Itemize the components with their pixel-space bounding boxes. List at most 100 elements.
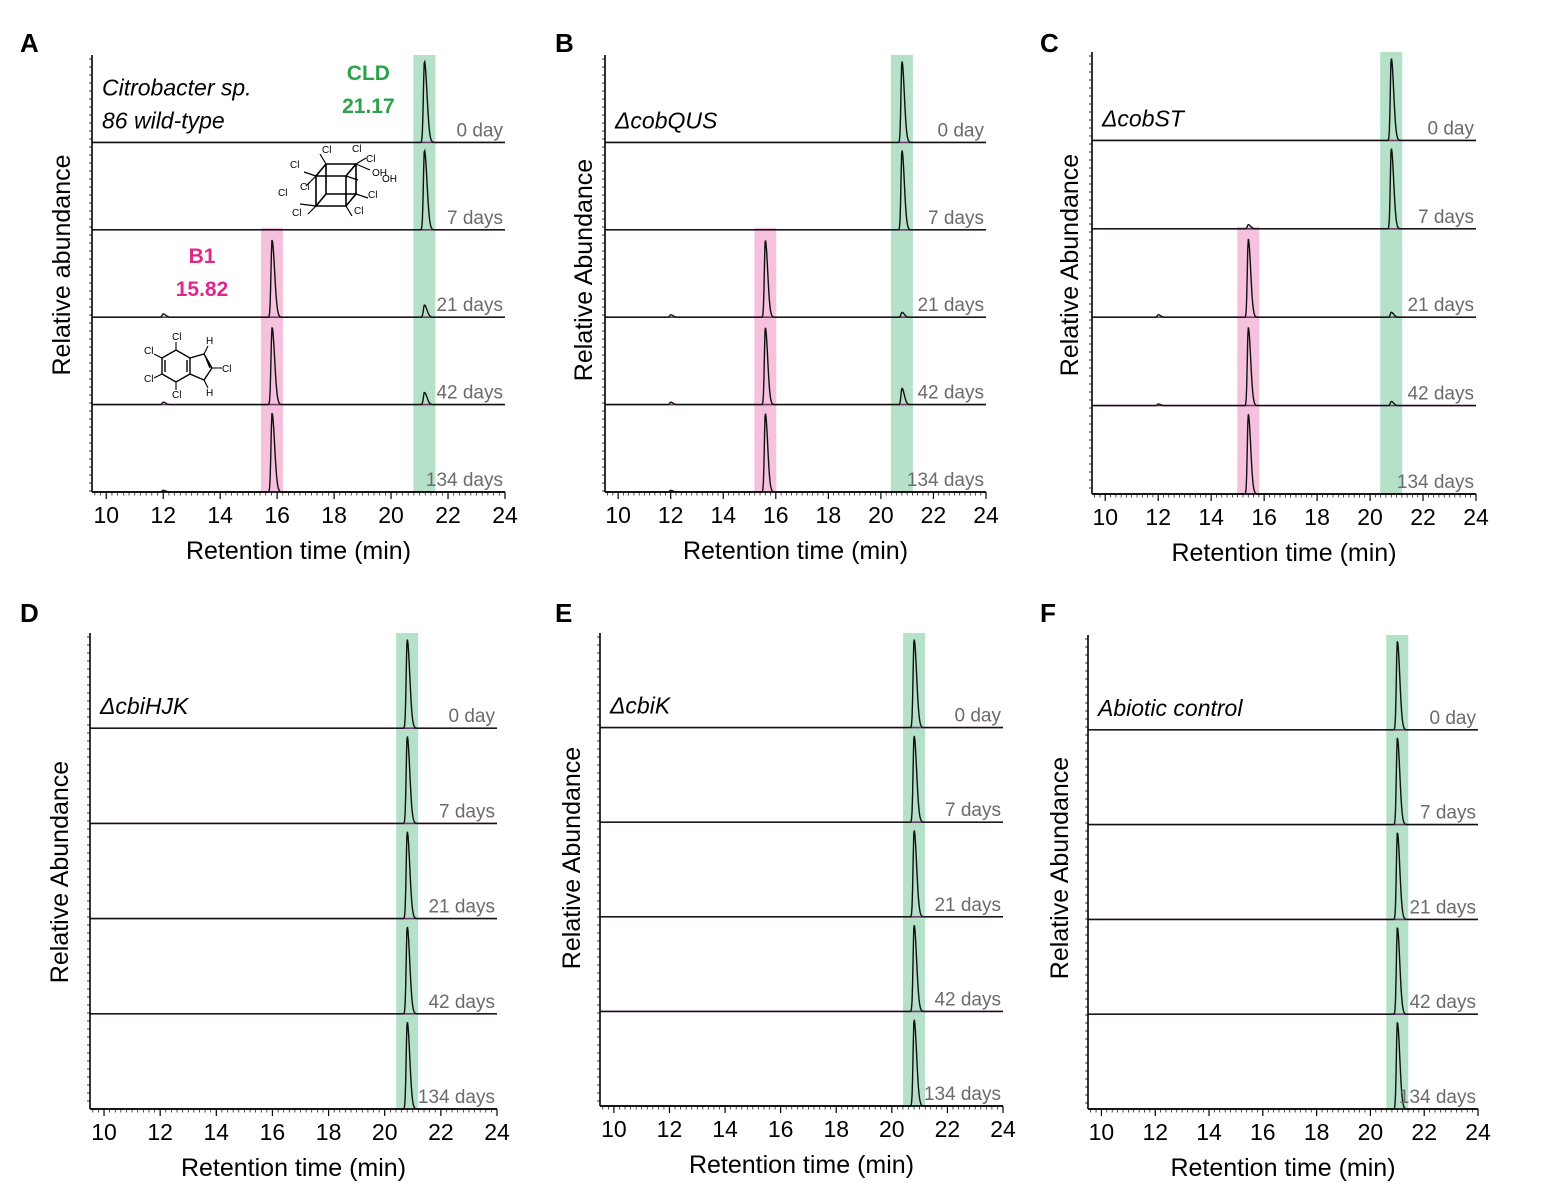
chromatogram-trace	[92, 59, 505, 144]
day-label: 7 days	[945, 800, 1001, 821]
chromatogram-trace	[1088, 641, 1478, 731]
ring-bonds	[161, 349, 213, 383]
panel-a: 0 day 7 days 21 days 42 days 134 days 10 12 14 1…	[20, 28, 518, 565]
x-tick-label: 24	[484, 1119, 510, 1145]
structure-atom: Cl	[354, 206, 363, 217]
day-label: 7 days	[447, 208, 503, 229]
day-label: 0 day	[449, 706, 496, 727]
x-tick-label: 10	[605, 502, 631, 528]
b1-structure-icon: Cl Cl Cl Cl Cl H H	[144, 332, 231, 401]
structure-atom: H	[206, 336, 213, 347]
x-axis-title: Retention time (min)	[1171, 539, 1396, 567]
x-tick-label: 20	[372, 1119, 398, 1145]
cage-bonds	[315, 163, 357, 207]
day-label: 21 days	[934, 895, 1001, 916]
chromatogram-trace	[605, 327, 986, 406]
x-tick-label: 12	[147, 1119, 173, 1145]
chromatogram-trace	[600, 830, 1003, 918]
structure-atom: Cl	[172, 390, 181, 401]
y-axis-title: Relative Abundance	[46, 761, 74, 983]
x-tick-label: 16	[763, 502, 789, 528]
day-label: 134 days	[907, 470, 984, 491]
peak-band-cld	[396, 633, 419, 1109]
cld-retention-time: 21.17	[342, 95, 395, 118]
chromatogram-trace	[90, 926, 497, 1015]
day-label: 21 days	[428, 897, 495, 918]
day-label: 0 day	[457, 120, 504, 141]
x-tick-label: 10	[91, 1119, 117, 1145]
sample-label: ΔcbiK	[609, 693, 672, 719]
x-tick-label: 24	[492, 502, 518, 528]
x-tick-label: 12	[150, 502, 176, 528]
sample-label: Abiotic control	[1096, 695, 1243, 721]
x-tick-label: 22	[935, 1116, 961, 1142]
chromatogram-trace	[600, 924, 1003, 1013]
day-label: 134 days	[418, 1087, 495, 1108]
chromatogram-trace	[1092, 238, 1476, 318]
day-label: 134 days	[1397, 472, 1474, 493]
structure-atom: Cl	[366, 154, 375, 165]
day-label: 7 days	[928, 208, 984, 229]
chromatogram-trace	[1092, 327, 1476, 407]
x-tick-label: 14	[712, 1116, 738, 1142]
day-label: 21 days	[917, 295, 984, 316]
sample-label: Citrobacter sp.	[102, 74, 252, 100]
x-tick-label: 22	[1411, 1119, 1437, 1145]
day-label: 134 days	[1399, 1087, 1476, 1108]
panel-letter: D	[20, 598, 39, 628]
day-label: 0 day	[955, 706, 1002, 727]
peak-band-cld	[1386, 635, 1409, 1109]
x-tick-label: 10	[601, 1116, 627, 1142]
x-tick-label: 24	[1465, 1119, 1491, 1145]
peak-band-cld	[903, 633, 926, 1106]
x-tick-label: 14	[204, 1119, 230, 1145]
x-tick-label: 18	[1304, 1119, 1330, 1145]
x-tick-label: 12	[658, 502, 684, 528]
structure-atom: Cl	[144, 346, 153, 357]
x-tick-label: 12	[1145, 504, 1171, 530]
x-tick-label: 18	[816, 502, 842, 528]
x-tick-label: 12	[1142, 1119, 1168, 1145]
x-axis-title: Retention time (min)	[1170, 1154, 1395, 1182]
y-axis-title: Relative Abundance	[1046, 757, 1074, 979]
x-tick-label: 16	[768, 1116, 794, 1142]
panel-letter: C	[1040, 28, 1059, 58]
structure-atom: Cl	[144, 374, 153, 385]
day-label: 21 days	[436, 295, 503, 316]
day-label: 42 days	[1409, 992, 1476, 1013]
x-tick-label: 16	[1250, 1119, 1276, 1145]
day-label: 42 days	[934, 989, 1001, 1010]
structure-atom: Cl	[278, 188, 287, 199]
x-tick-label: 22	[435, 502, 461, 528]
structure-atom: Cl	[292, 208, 301, 219]
chromatogram-trace	[605, 150, 986, 231]
x-tick-label: 16	[260, 1119, 286, 1145]
chromatogram-trace	[600, 735, 1003, 823]
structure-atom: Cl	[172, 332, 181, 343]
day-label: 0 day	[1428, 118, 1475, 139]
x-tick-label: 18	[316, 1119, 342, 1145]
panel-e: 0 day 7 days 21 days 42 days 134 days 10 12 14 1…	[555, 598, 1016, 1179]
x-tick-label: 12	[657, 1116, 683, 1142]
structure-atom: Cl	[290, 160, 299, 171]
day-label: 7 days	[439, 801, 495, 822]
x-tick-label: 20	[378, 502, 404, 528]
peak-band-cld	[890, 55, 913, 492]
substituent-bonds	[153, 342, 222, 390]
x-tick-label: 18	[1304, 504, 1330, 530]
peak-band-cld	[413, 55, 436, 492]
x-tick-label: 16	[1251, 504, 1277, 530]
y-axis-title: Relative Abundance	[570, 159, 598, 381]
panel-f: 0 day 7 days 21 days 42 days 134 days 10 12 14 1…	[1040, 598, 1491, 1182]
x-tick-label: 14	[710, 502, 736, 528]
panel-d: 0 day 7 days 21 days 42 days 134 days 10 12 14 1…	[20, 598, 510, 1182]
x-tick-label: 10	[1092, 504, 1118, 530]
chromatogram-trace	[1092, 58, 1476, 142]
substituent-bonds	[299, 153, 371, 217]
b1-peak-name: B1	[189, 245, 216, 268]
chromatogram-trace	[90, 639, 497, 729]
x-tick-label: 14	[1198, 504, 1224, 530]
x-tick-label: 10	[93, 502, 119, 528]
peak-band-cld	[1380, 52, 1403, 494]
